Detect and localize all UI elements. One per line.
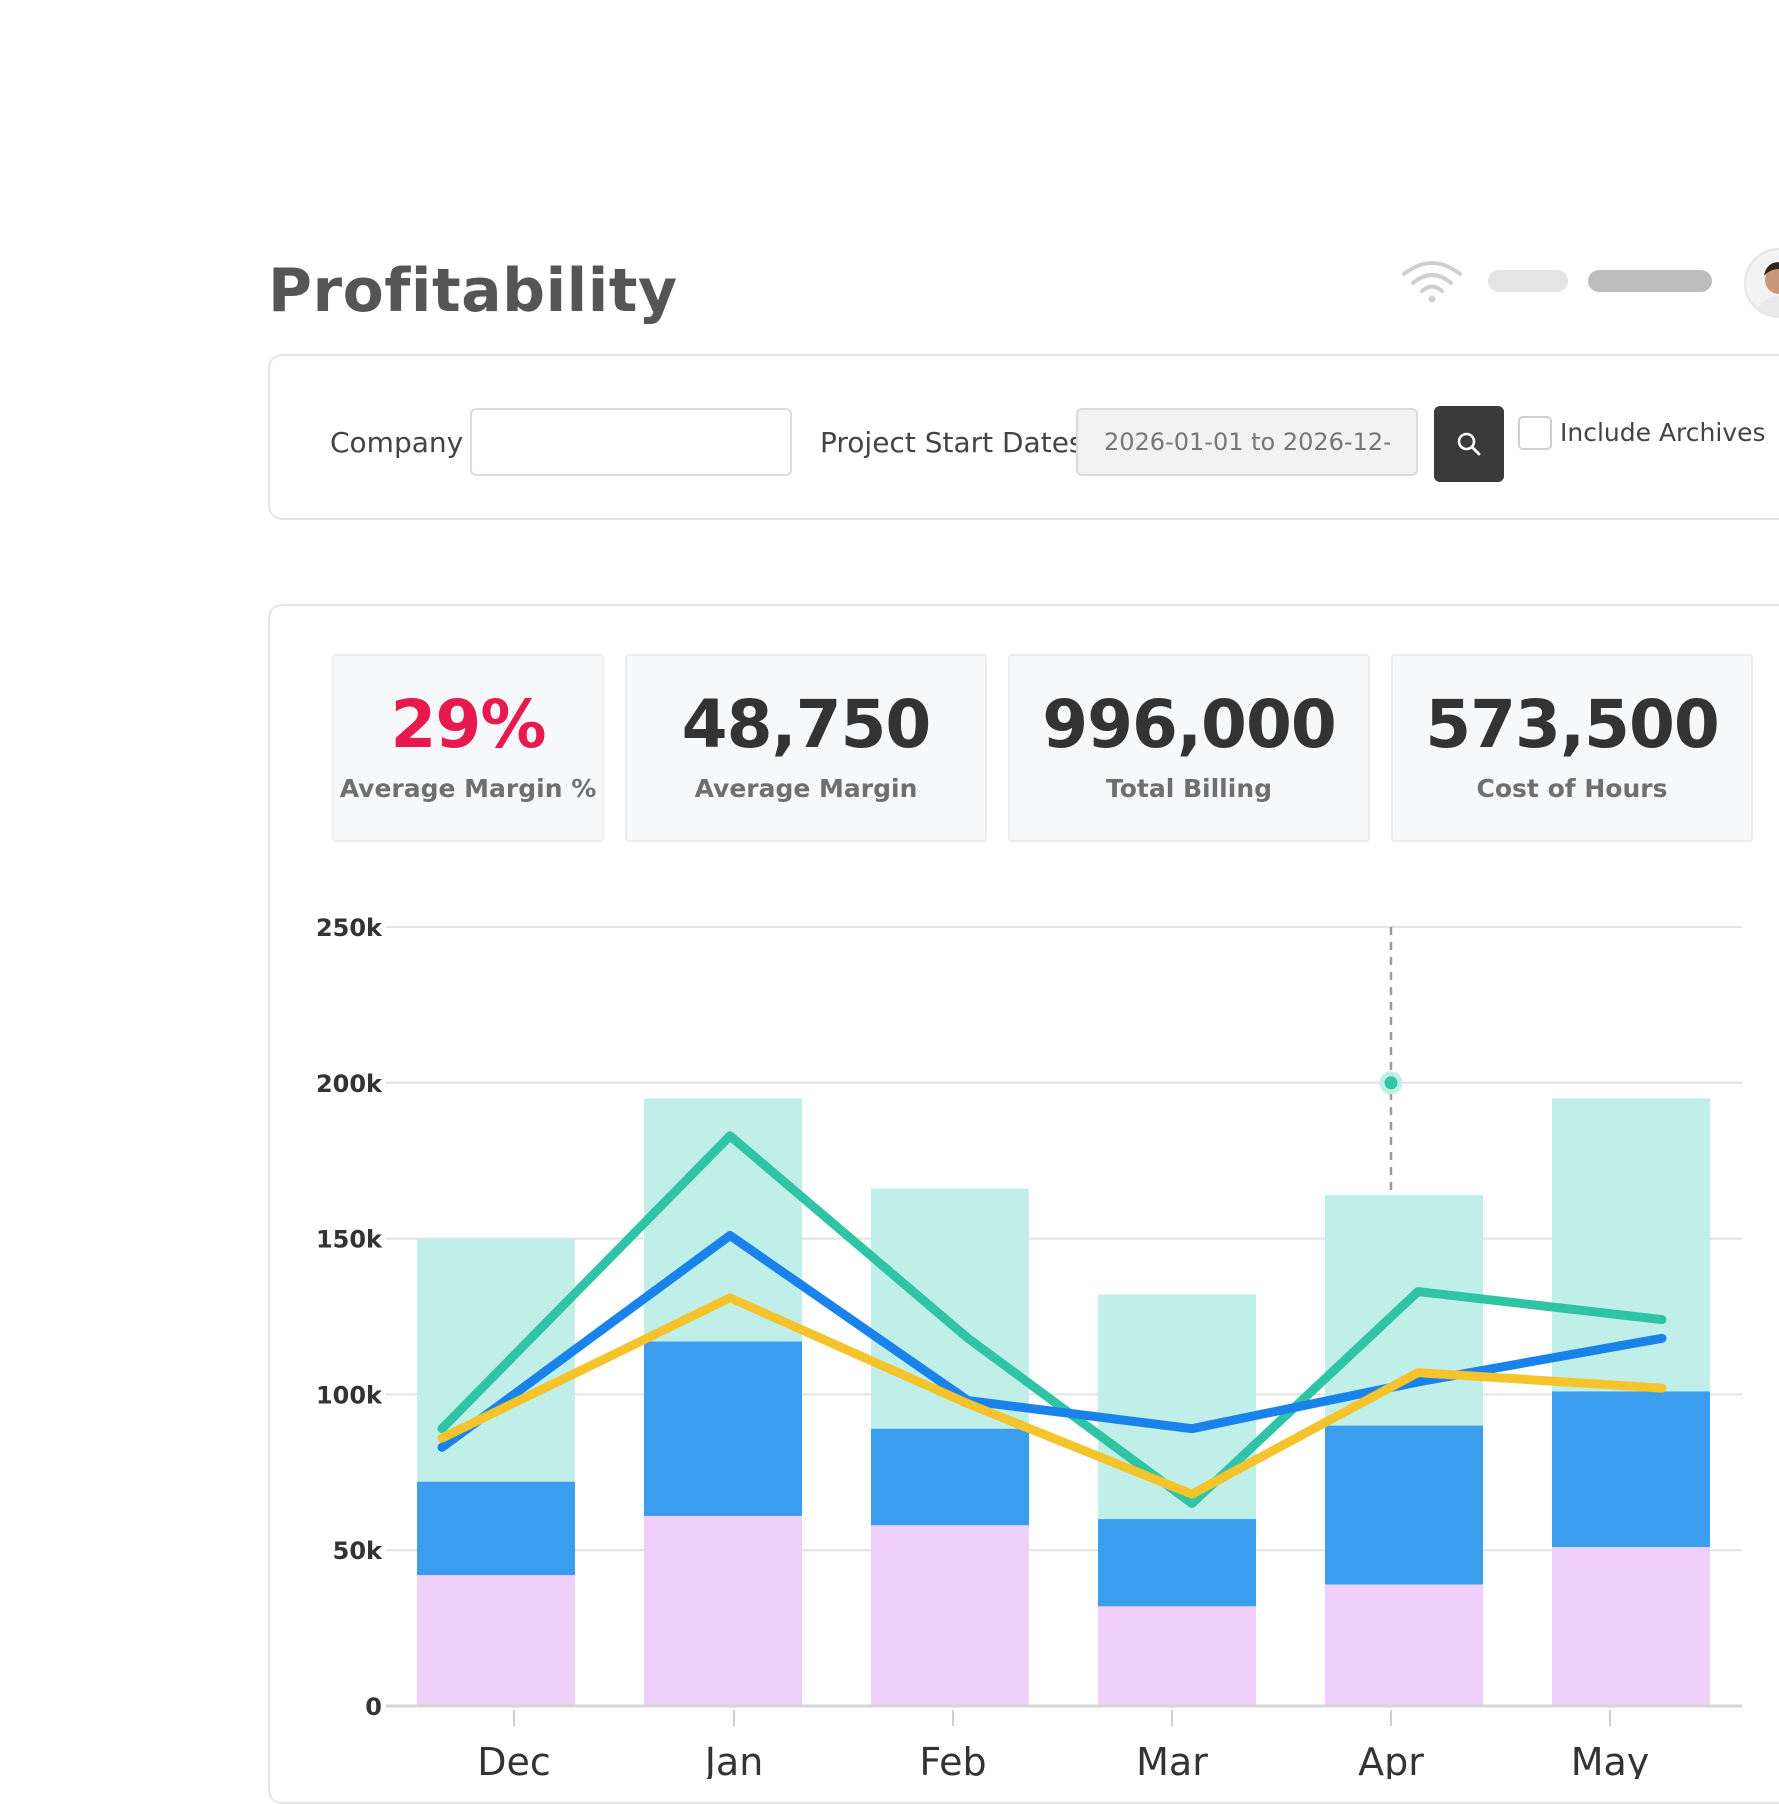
company-input[interactable] [470,408,792,476]
bar-segment [644,1515,802,1706]
wifi-icon[interactable] [1400,258,1464,304]
kpi-card-average-margin-percent: 29% Average Margin % [332,654,604,842]
x-tick-label: Dec [477,1740,551,1779]
series-line [437,1293,1667,1499]
bar-segment [1552,1547,1710,1706]
x-tick-label: Mar [1136,1740,1208,1779]
hover-point [1379,1071,1403,1095]
y-tick-label: 50k [333,1537,383,1565]
y-tick-label: 150k [316,1226,383,1254]
bar-segment [644,1341,802,1516]
y-tick-label: 100k [316,1381,383,1409]
company-label: Company [330,426,464,459]
bar-segment [417,1575,575,1706]
bar-segment [1552,1391,1710,1548]
bar-segment [1325,1425,1483,1585]
kpi-value: 573,500 [1425,686,1720,763]
series-line [437,1131,1667,1508]
x-tick-label: Feb [919,1740,986,1779]
search-button[interactable] [1434,406,1504,482]
kpi-label: Cost of Hours [1476,774,1668,803]
y-tick-label: 250k [316,914,383,942]
include-archives-checkbox[interactable] [1518,416,1552,450]
bar-segment [1325,1584,1483,1706]
kpi-label: Total Billing [1105,774,1273,803]
bar-segment [1098,1294,1256,1520]
x-tick-label: Jan [703,1740,764,1779]
kpi-card-cost-of-hours: 573,500 Cost of Hours [1391,654,1753,842]
page-title: Profitability [268,256,678,326]
bar-segment [1098,1606,1256,1706]
filter-panel: Company Project Start Dates Include Arch… [268,354,1779,520]
bar-segment [417,1481,575,1576]
kpi-label: Average Margin [694,774,918,803]
kpi-value: 996,000 [1042,686,1337,763]
kpi-value: 48,750 [681,686,932,763]
y-tick-label: 200k [316,1070,383,1098]
kpi-card-average-margin: 48,750 Average Margin [625,654,987,842]
include-archives-label[interactable]: Include Archives [1560,418,1766,447]
x-tick-label: Apr [1358,1740,1424,1779]
x-tick-label: May [1571,1740,1650,1779]
bar-segment [1098,1519,1256,1607]
project-start-dates-label: Project Start Dates [820,426,1084,459]
project-start-dates-input[interactable] [1076,408,1418,476]
y-tick-label: 0 [365,1693,382,1721]
kpi-value: 29% [390,686,547,763]
kpi-card-total-billing: 996,000 Total Billing [1008,654,1370,842]
search-icon [1457,432,1481,456]
top-bar [1400,248,1779,318]
status-pill-wide [1588,270,1712,292]
bar-segment [871,1525,1029,1706]
bar-segment [871,1428,1029,1526]
status-pill [1488,270,1568,292]
kpi-label: Average Margin % [339,774,597,803]
